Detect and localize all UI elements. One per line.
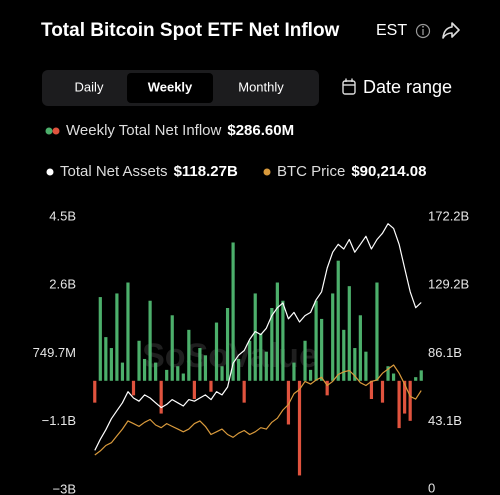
stat-value: $286.60M <box>227 122 294 139</box>
bar <box>408 380 412 421</box>
bar <box>126 282 130 381</box>
tab[interactable]: Daily <box>75 79 104 94</box>
bar <box>358 315 362 381</box>
bar <box>303 340 307 381</box>
bar <box>275 282 279 381</box>
y2-tick-label: 0 <box>428 480 435 495</box>
bar <box>209 380 213 392</box>
bar <box>192 380 196 399</box>
bar <box>331 293 335 381</box>
bar <box>159 380 163 414</box>
y2-tick-label: 43.1B <box>428 413 462 428</box>
bar <box>214 322 219 381</box>
timezone[interactable]: EST <box>376 22 407 39</box>
bar <box>242 380 246 403</box>
bar <box>369 380 374 399</box>
title: Total Bitcoin Spot ETF Net Inflow <box>41 20 340 41</box>
legend-label: Weekly Total Net Inflow <box>66 122 222 139</box>
y-tick-label: −1.1B <box>42 413 76 428</box>
info-icon[interactable] <box>415 23 431 39</box>
bar <box>336 260 340 381</box>
bar <box>286 380 291 425</box>
bar <box>148 300 152 381</box>
bar <box>270 308 274 381</box>
bar <box>220 366 224 381</box>
tab[interactable]: Monthly <box>238 79 284 94</box>
bar <box>253 293 257 381</box>
bar <box>325 380 329 396</box>
legend-dot-positive <box>45 127 53 135</box>
bar <box>292 362 296 381</box>
bar <box>419 370 423 381</box>
bar <box>403 380 407 414</box>
y2-tick-label: 172.2B <box>428 208 469 223</box>
bar <box>187 329 191 381</box>
bar <box>137 340 141 381</box>
legend-dot <box>263 168 271 176</box>
bar <box>142 358 147 381</box>
line <box>94 223 422 451</box>
bar <box>93 380 97 403</box>
bar <box>109 348 113 381</box>
bar <box>170 315 174 381</box>
bar <box>131 380 136 396</box>
tab[interactable]: Weekly <box>148 79 193 94</box>
bar <box>281 300 285 381</box>
bar <box>391 373 396 381</box>
bar <box>297 380 302 476</box>
bar <box>364 351 368 381</box>
bar <box>225 308 230 381</box>
bar <box>414 377 418 381</box>
bar <box>320 318 324 381</box>
bar <box>380 380 385 403</box>
bar <box>154 362 158 381</box>
y-tick-label: 749.7M <box>33 345 76 360</box>
watermark: SoSoValue <box>142 337 318 375</box>
bar <box>203 355 208 381</box>
y2-tick-label: 86.1B <box>428 345 462 360</box>
bar <box>181 373 185 381</box>
bar <box>308 369 313 381</box>
legend-dot-negative <box>52 127 60 135</box>
y-tick-label: −3B <box>53 481 77 495</box>
bar <box>353 348 357 381</box>
bar <box>104 337 108 381</box>
bar <box>375 282 379 381</box>
active-tab <box>127 73 213 103</box>
legend-label: Total Net Assets <box>60 163 168 180</box>
bar <box>237 358 241 381</box>
bar <box>248 340 252 381</box>
bar <box>386 366 390 381</box>
y-tick-label: 2.6B <box>49 277 76 292</box>
calendar-icon[interactable] <box>342 78 356 95</box>
bar <box>342 329 346 381</box>
bar <box>264 351 268 381</box>
bar <box>347 286 351 381</box>
stat-value: $90,214.08 <box>351 163 426 180</box>
bar <box>259 333 263 381</box>
legend-label: BTC Price <box>277 163 345 180</box>
bar <box>198 348 202 381</box>
line <box>94 364 422 456</box>
y-tick-label: 4.5B <box>49 208 76 223</box>
bar <box>120 362 125 381</box>
bar <box>98 297 102 381</box>
legend-dot <box>46 168 54 176</box>
bar <box>176 366 180 381</box>
share-icon[interactable] <box>442 22 460 39</box>
y2-tick-label: 129.2B <box>428 277 469 292</box>
bar <box>231 242 235 381</box>
date-range-button[interactable]: Date range <box>363 77 452 97</box>
bar <box>314 300 318 381</box>
bar <box>115 293 119 381</box>
bar <box>397 380 401 429</box>
stat-value: $118.27B <box>174 163 238 180</box>
bar <box>165 369 169 381</box>
